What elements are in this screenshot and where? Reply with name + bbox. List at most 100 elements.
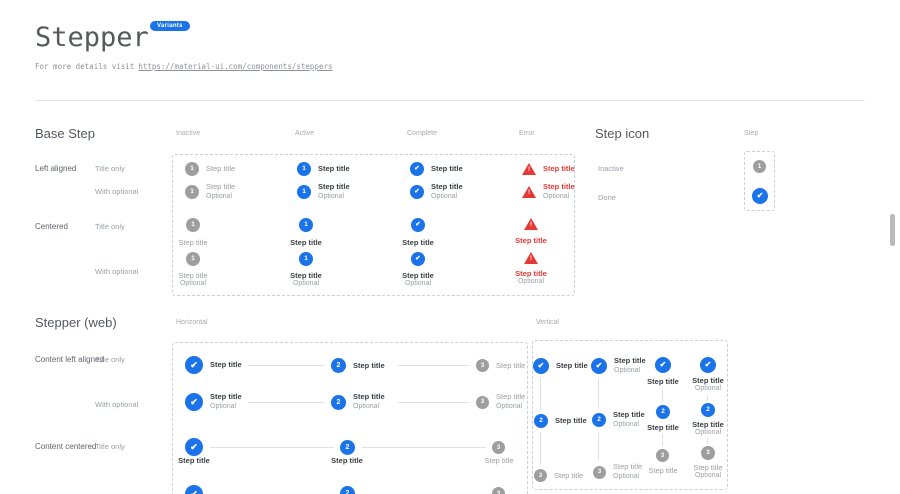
step-optional: Optional xyxy=(353,402,380,410)
step-connector xyxy=(662,389,663,402)
page-title: Stepper xyxy=(35,22,149,53)
step-title: Step title xyxy=(496,392,526,402)
step-title: Step title xyxy=(496,360,526,370)
step-optional: Optional xyxy=(613,420,640,428)
step-number-icon: 1 xyxy=(185,185,199,199)
step-number-icon: 3 xyxy=(656,449,669,462)
step-optional: Optional xyxy=(318,192,345,200)
step-title: Step title xyxy=(210,392,242,402)
check-icon: ✔ xyxy=(410,162,424,176)
v-step: 2 Step title xyxy=(534,414,587,428)
step-number-icon: 1 xyxy=(299,252,313,266)
row-variant-title-only: Title only xyxy=(95,164,125,173)
step-connector xyxy=(248,402,324,403)
step-connector xyxy=(210,447,334,448)
base-step-variants-frame xyxy=(172,154,575,296)
step-optional: Optional xyxy=(694,385,722,392)
row-group-centered: Centered xyxy=(35,222,68,231)
step-title: Step title xyxy=(543,182,575,192)
base-step-cell: ! Step title xyxy=(486,218,576,245)
v-step: 2 Step title Optional xyxy=(592,410,645,429)
step-optional: Optional xyxy=(206,192,233,200)
base-step-cell: 1 Step title Optional xyxy=(148,252,238,289)
row-label-done: Done xyxy=(598,193,616,202)
step-number-icon: 2 xyxy=(534,414,548,428)
step-title: Step title xyxy=(648,466,678,475)
base-step-cell: ✔ Step title Optional xyxy=(373,252,463,289)
step-title: Step title xyxy=(353,360,385,370)
step-title: Step title xyxy=(692,376,724,385)
base-step-cell: ✔ Step title xyxy=(373,218,463,247)
column-header-error: Error xyxy=(519,130,535,137)
step-connector xyxy=(362,447,486,448)
step-number-icon: 3 xyxy=(593,465,606,479)
error-icon: ! xyxy=(522,163,536,175)
step-number-icon: 3 xyxy=(492,441,505,454)
base-step-cell: 1 Step title xyxy=(185,161,235,177)
step-title: Step title xyxy=(318,164,350,174)
step-title: Step title xyxy=(647,423,679,432)
step-title: Step title xyxy=(613,462,643,472)
base-step-cell: 1 Step title Optional xyxy=(261,252,351,289)
step-number-icon: 1 xyxy=(299,218,313,232)
h-step: ✔ Step title xyxy=(185,356,242,374)
h-step: 2 Step title xyxy=(331,358,385,373)
step-title: Step title xyxy=(543,164,575,174)
step-title: Step title xyxy=(554,470,584,480)
check-icon: ✔ xyxy=(185,393,203,411)
step-connector xyxy=(398,365,470,366)
base-step-cell: 1 Step title xyxy=(148,218,238,247)
step-number-icon: 1 xyxy=(186,218,200,232)
error-icon: ! xyxy=(524,252,538,264)
step-number-icon: 1 xyxy=(753,160,766,173)
base-step-cell: ! Step title Optional xyxy=(486,252,576,287)
step-optional: Optional xyxy=(292,280,320,288)
step-connector xyxy=(540,378,541,410)
check-icon: ✔ xyxy=(185,356,203,374)
step-optional: Optional xyxy=(694,472,722,479)
base-step-cell: ✔ Step title Optional xyxy=(410,181,463,203)
step-optional: Optional xyxy=(694,429,722,436)
step-title: Step title xyxy=(555,416,587,426)
subtitle: For more details visit https://material-u… xyxy=(35,62,333,71)
check-icon: ✔ xyxy=(411,252,425,266)
step-title: Step title xyxy=(515,236,547,245)
step-title: Step title xyxy=(353,392,385,402)
check-icon: ✔ xyxy=(591,358,607,374)
row-variant-with-optional: With optional xyxy=(95,400,139,409)
step-number-icon: 3 xyxy=(476,359,489,372)
column-header-horizontal: Horizontal xyxy=(176,319,208,326)
step-number-icon: 2 xyxy=(331,358,346,373)
step-title: Step title xyxy=(484,456,514,465)
doc-link[interactable]: https://material-ui.com/components/stepp… xyxy=(138,62,333,71)
row-variant-title-only: Title only xyxy=(95,222,125,231)
step-title: Step title xyxy=(647,377,679,386)
h-step: 3 Step title Optional xyxy=(476,391,525,413)
row-variant-title-only: Title only xyxy=(95,355,125,364)
step-optional: Optional xyxy=(179,280,207,288)
h-step: ✔ Step title Optional xyxy=(185,391,242,413)
step-optional: Optional xyxy=(404,280,432,288)
row-group-content-centered: Content centered xyxy=(35,442,97,451)
v-step: 3 Step title Optional xyxy=(593,462,643,481)
subtitle-text: For more details visit xyxy=(35,62,135,71)
column-header-complete: Complete xyxy=(407,130,437,137)
v-step: ✔ Step title xyxy=(533,358,588,374)
vertical-scrollbar-thumb[interactable] xyxy=(890,214,895,246)
step-title: Step title xyxy=(178,456,210,465)
step-connector xyxy=(707,395,708,401)
section-heading-stepper-web: Stepper (web) xyxy=(35,315,117,330)
step-optional: Optional xyxy=(431,192,458,200)
step-title: Step title xyxy=(402,271,434,280)
step-number-icon: 2 xyxy=(592,413,606,427)
column-header-step: Step xyxy=(744,130,759,137)
step-title: Step title xyxy=(693,463,723,472)
step-number-icon: 2 xyxy=(701,403,715,417)
check-icon: ✔ xyxy=(700,357,716,373)
step-title: Step title xyxy=(206,182,236,192)
error-icon: ! xyxy=(524,218,538,230)
step-connector xyxy=(248,365,324,366)
step-title: Step title xyxy=(318,182,350,192)
check-icon: ✔ xyxy=(655,357,671,373)
header-divider xyxy=(35,100,865,101)
